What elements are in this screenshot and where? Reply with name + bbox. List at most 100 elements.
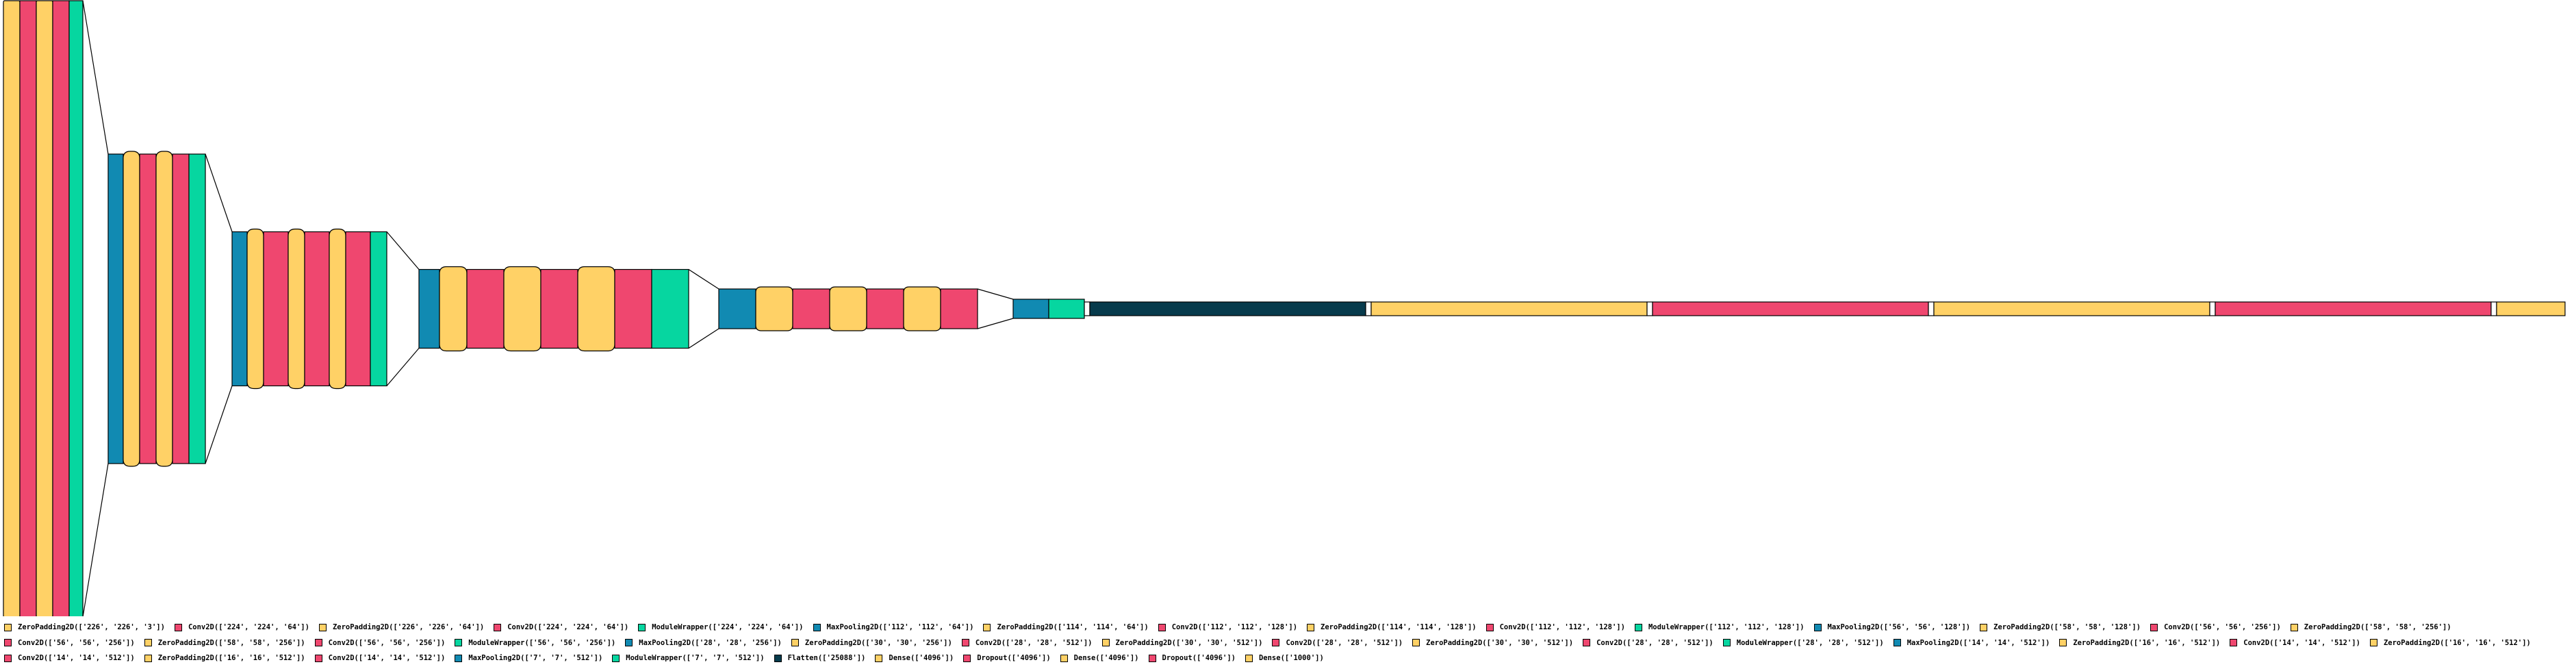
legend-label: ZeroPadding2D(['30', '30', '256']) [804,638,952,647]
connector-line [386,348,420,386]
legend-swatch [625,639,633,646]
legend-swatch [612,654,620,662]
legend-item: ModuleWrapper(['56', '56', '256']) [455,636,615,650]
legend-label: ModuleWrapper(['56', '56', '256']) [468,638,616,647]
legend-item: ZeroPadding2D(['58', '58', '256']) [144,636,305,650]
legend-swatch [1412,639,1420,646]
legend-swatch [1272,639,1280,646]
legend-label: ModuleWrapper(['112', '112', '128']) [1648,623,1805,631]
legend-swatch [314,639,322,646]
connector-line [82,463,109,616]
connector-line [977,318,1014,329]
layer-block-zeropadding [903,286,941,331]
legend-item: Dense(['4096']) [1060,651,1139,665]
legend-swatch [983,623,991,631]
layer-block-conv2d [866,288,904,329]
legend-swatch [1813,623,1822,631]
legend-item: ModuleWrapper(['28', '28', '512']) [1722,636,1884,650]
legend-item: ModuleWrapper(['112', '112', '128']) [1634,620,1805,634]
legend-item: Flatten(['25088']) [774,651,866,665]
legend-label: ModuleWrapper(['28', '28', '512']) [1736,638,1884,647]
legend-item: ModuleWrapper(['224', '224', '64']) [638,620,804,634]
layer-block-zeropadding [829,286,867,331]
layer-block-conv2d [614,268,652,349]
legend-label: Conv2D(['224', '224', '64']) [507,623,629,631]
layer-block-spacer [1365,301,1372,316]
legend-item: Conv2D(['14', '14', '512']) [2230,636,2360,650]
legend-label: ZeroPadding2D(['16', '16', '512']) [2383,638,2531,647]
legend-label: Flatten(['25088']) [787,654,866,662]
layer-block-spacer [2490,301,2497,316]
legend-item: Conv2D(['28', '28', '512']) [1583,636,1713,650]
legend-label: ZeroPadding2D(['114', '114', '64']) [997,623,1149,631]
layer-block-zeropadding [755,286,793,331]
layer-block-maxpooling [418,268,440,349]
layer-block-dropout [1652,301,1929,316]
legend-item: ZeroPadding2D(['16', '16', '512']) [144,651,305,665]
network-diagram [3,0,2566,616]
layer-block-spacer [1646,301,1653,316]
legend-swatch [1485,623,1494,631]
legend-item: MaxPooling2D(['7', '7', '512']) [455,651,602,665]
legend-swatch [4,654,12,662]
connector-line [688,328,719,349]
legend-swatch [4,639,12,646]
legend-label: MaxPooling2D(['7', '7', '512']) [468,654,603,662]
legend-swatch [875,654,883,662]
layer-block-zeropadding [329,228,346,390]
legend-swatch [144,654,152,662]
legend-item: Conv2D(['112', '112', '128']) [1485,620,1625,634]
legend-swatch [1148,654,1156,662]
legend-swatch [1060,654,1068,662]
legend-item: ZeroPadding2D(['58', '58', '128']) [1980,620,2141,634]
legend-item: Conv2D(['112', '112', '128']) [1158,620,1297,634]
legend-swatch [1307,623,1315,631]
legend-item: Conv2D(['56', '56', '256']) [4,636,135,650]
layer-block-zeropadding [503,266,541,352]
layer-block-conv2d [139,153,157,464]
legend-label: MaxPooling2D(['28', '28', '256']) [639,638,782,647]
legend-item: ZeroPadding2D(['226', '226', '3']) [4,620,165,634]
layer-block-conv2d [940,288,978,329]
legend-label: Conv2D(['14', '14', '512']) [2243,638,2360,647]
legend-item: Conv2D(['224', '224', '64']) [174,620,309,634]
legend-swatch [494,623,502,631]
layer-block-zeropadding [155,151,173,467]
layer-block-conv2d [304,231,330,387]
legend-item: Dropout(['4096']) [1148,651,1236,665]
layer-block-modulewrapper [651,268,689,349]
legend-swatch [2150,623,2158,631]
layer-block-conv2d [540,268,578,349]
legend-swatch [1980,623,1988,631]
legend-swatch [791,639,799,646]
legend-swatch [455,639,463,646]
legend-label: ZeroPadding2D(['58', '58', '256']) [157,638,305,647]
connector-line [82,0,109,155]
legend-label: ZeroPadding2D(['16', '16', '512']) [2073,638,2221,647]
layer-block-spacer [2209,301,2216,316]
layer-block-spacer [1084,301,1091,316]
legend-label: ZeroPadding2D(['226', '226', '3']) [18,623,165,631]
layer-block-modulewrapper [370,231,387,387]
connector-line [688,268,719,290]
legend-swatch [144,639,152,646]
legend-item: ModuleWrapper(['7', '7', '512']) [612,651,765,665]
legend-item: Conv2D(['224', '224', '64']) [494,620,628,634]
legend-label: MaxPooling2D(['14', '14', '512']) [1907,638,2050,647]
legend-swatch [314,654,322,662]
legend-swatch [1101,639,1110,646]
legend-label: Dense(['4096']) [1073,654,1139,662]
legend-label: ModuleWrapper(['7', '7', '512']) [626,654,765,662]
layer-block-spacer [1928,301,1935,316]
legend-swatch [2059,639,2067,646]
legend-item: Conv2D(['56', '56', '256']) [2150,620,2281,634]
layer-block-maxpooling [1012,299,1049,319]
layer-block-dropout [2215,301,2492,316]
legend-label: Conv2D(['28', '28', '512']) [1596,638,1713,647]
legend-item: ZeroPadding2D(['16', '16', '512']) [2059,636,2220,650]
legend-label: ModuleWrapper(['224', '224', '64']) [652,623,804,631]
legend-item: MaxPooling2D(['14', '14', '512']) [1893,636,2050,650]
layer-block-zeropadding [123,151,140,467]
legend-swatch [963,654,971,662]
legend-swatch [455,654,463,662]
